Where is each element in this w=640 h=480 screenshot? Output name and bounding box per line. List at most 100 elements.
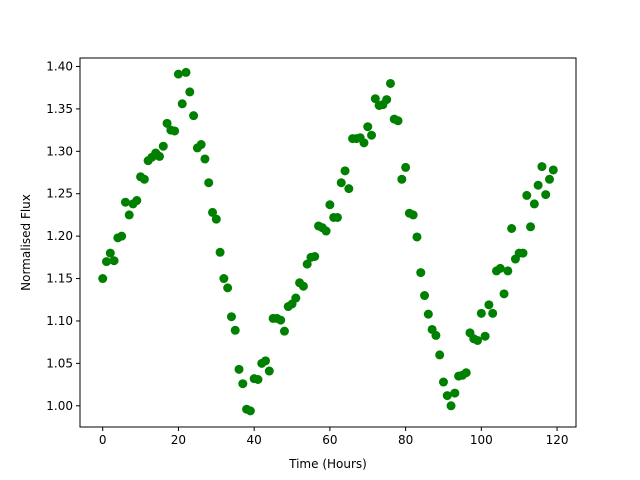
data-point [223, 283, 233, 293]
y-tick-label: 1.05 [46, 356, 73, 370]
data-point [181, 67, 191, 77]
data-point [507, 224, 517, 233]
data-point [393, 116, 403, 126]
data-point [208, 207, 218, 217]
data-point [196, 140, 206, 150]
data-point [204, 178, 214, 188]
data-point [431, 330, 441, 340]
data-point [261, 356, 271, 366]
data-point [412, 232, 422, 242]
data-point [124, 210, 134, 220]
data-point [446, 401, 456, 411]
x-tick-label: 80 [398, 433, 413, 447]
y-tick-label: 1.35 [46, 102, 73, 116]
data-point [117, 231, 127, 241]
x-tick-label: 20 [171, 433, 186, 447]
y-tick-label: 1.15 [46, 272, 73, 286]
data-points [98, 67, 558, 416]
data-point [397, 174, 407, 184]
data-point [200, 154, 210, 164]
data-point [522, 190, 532, 200]
data-point [158, 141, 168, 151]
data-point [401, 162, 411, 172]
x-tick-label: 60 [322, 433, 337, 447]
data-point [98, 274, 108, 284]
data-point [382, 95, 392, 105]
x-tick-label: 120 [546, 433, 569, 447]
data-point [321, 226, 331, 236]
data-point [476, 308, 486, 318]
data-point [170, 126, 180, 136]
data-point [189, 111, 199, 121]
data-point [435, 350, 445, 360]
data-point [162, 118, 172, 128]
data-point [529, 199, 539, 209]
data-point [109, 256, 119, 266]
data-point [499, 289, 509, 299]
data-point [484, 300, 494, 310]
data-point [438, 377, 448, 387]
data-point [276, 315, 286, 325]
data-point [367, 130, 377, 140]
data-point [495, 263, 505, 273]
data-point [537, 162, 547, 172]
data-point [302, 259, 312, 269]
y-tick-label: 1.25 [46, 187, 73, 201]
x-tick-label: 0 [99, 433, 107, 447]
data-point [102, 257, 111, 267]
data-point [245, 406, 255, 416]
data-point [480, 331, 490, 341]
data-point [473, 335, 483, 345]
data-point [173, 69, 183, 79]
data-point [344, 184, 354, 194]
data-point [325, 200, 335, 210]
data-point [226, 312, 236, 322]
x-axis-label: Time (Hours) [288, 457, 367, 471]
data-point [408, 210, 418, 220]
data-point [215, 247, 225, 257]
data-point [279, 326, 289, 336]
data-point [548, 165, 558, 175]
x-tick-label: 100 [470, 433, 493, 447]
data-point [230, 325, 240, 335]
data-point [234, 364, 244, 374]
x-axis-ticks: 0 20 40 60 80 100 120 [99, 427, 569, 447]
data-point [336, 178, 346, 188]
data-point [291, 293, 301, 303]
data-point [526, 222, 536, 232]
data-point [139, 174, 149, 184]
data-point [518, 248, 528, 258]
data-point [420, 291, 430, 301]
data-point [488, 308, 498, 318]
plot-frame [79, 57, 577, 428]
data-point [155, 151, 165, 161]
data-point [332, 212, 342, 222]
data-point [105, 248, 115, 258]
data-point [310, 252, 320, 261]
y-tick-label: 1.40 [46, 59, 73, 73]
y-tick-label: 1.20 [46, 229, 73, 243]
data-point [298, 281, 308, 291]
data-point [238, 379, 248, 389]
y-tick-label: 1.30 [46, 144, 73, 158]
data-point [416, 268, 426, 278]
data-point [385, 78, 395, 88]
data-point [533, 180, 543, 190]
data-point [503, 266, 513, 276]
y-axis-ticks: 1.00 1.05 1.10 1.15 1.20 1.25 1.30 1.35 1.40 [46, 59, 80, 413]
data-point [370, 94, 380, 104]
data-point [541, 190, 551, 200]
data-point [185, 87, 195, 97]
data-point [340, 166, 350, 176]
data-point [264, 366, 274, 376]
data-point [545, 174, 554, 184]
data-point [120, 197, 130, 207]
data-point [211, 214, 221, 224]
x-tick-label: 40 [247, 433, 262, 447]
data-point [219, 274, 229, 284]
data-point [450, 388, 460, 398]
data-point [253, 375, 263, 384]
data-point [363, 122, 373, 132]
y-axis-label: Normalised Flux [19, 194, 33, 291]
